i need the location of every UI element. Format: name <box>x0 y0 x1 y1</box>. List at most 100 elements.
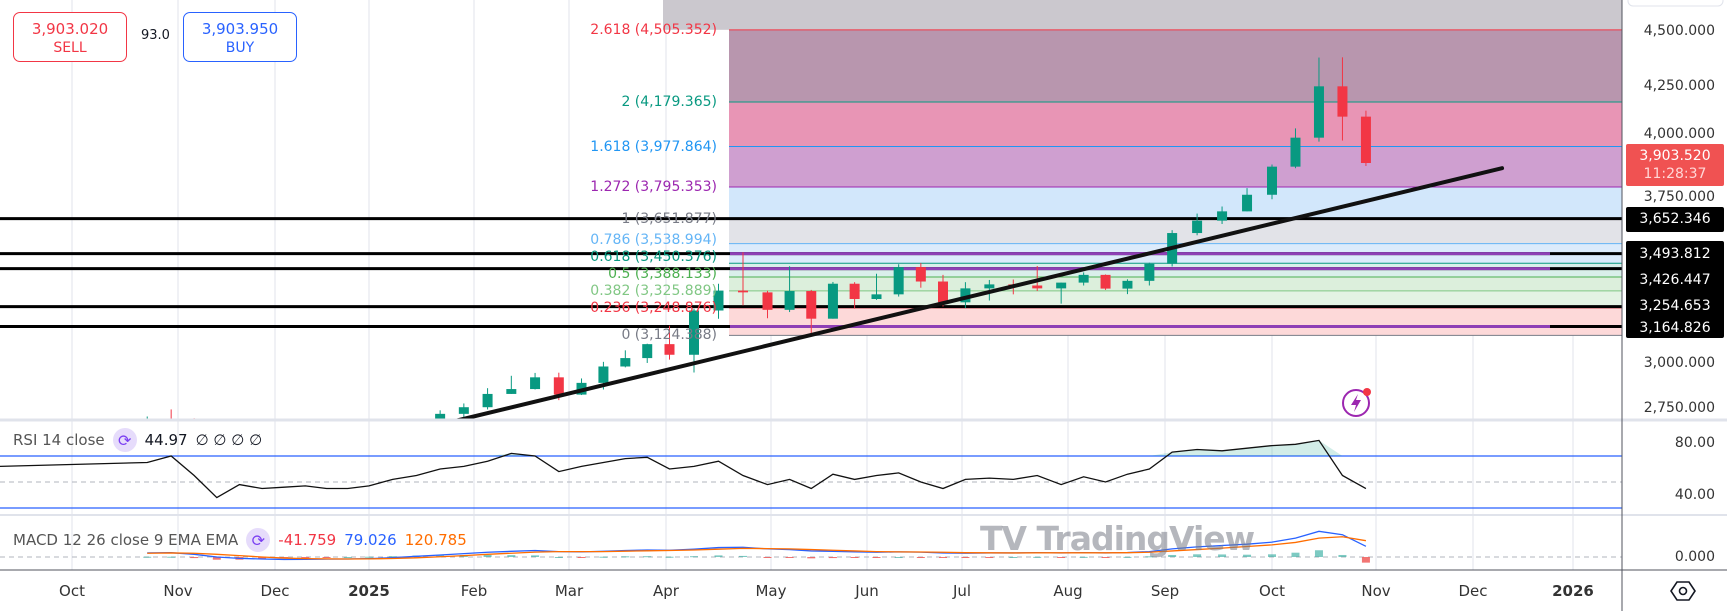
candle-body <box>1032 285 1043 289</box>
macd-histogram-bar <box>388 556 397 558</box>
macd-histogram-bar <box>985 557 994 558</box>
macd-histogram-bar <box>894 557 903 558</box>
candle-body <box>1242 194 1253 212</box>
fib-band <box>729 263 1622 278</box>
rsi-line <box>0 439 1367 499</box>
macd-histogram-bar <box>1361 557 1370 563</box>
line-price-badge: 3,493.812 <box>1639 246 1711 262</box>
time-tick-label: Oct <box>59 582 85 600</box>
macd-histogram-bar <box>365 556 373 558</box>
price-axis-label: 3,000.000 <box>1643 355 1715 371</box>
fib-level-label: 0.382 (3,325.889) <box>590 282 717 299</box>
candle-body <box>1337 86 1348 117</box>
candle <box>849 282 860 309</box>
macd-histogram-bar <box>301 557 310 558</box>
macd-histogram-bar <box>643 556 652 558</box>
fib-band <box>729 146 1622 187</box>
candle-body <box>1056 282 1067 289</box>
buy-price: 3,903.950 <box>201 20 279 38</box>
candle <box>915 262 926 288</box>
candle-body <box>530 377 541 390</box>
sell-button[interactable]: 3,903.020 SELL <box>13 12 127 62</box>
candle-body <box>938 281 948 303</box>
macd-histogram-bar <box>1243 554 1252 557</box>
macd-histogram-bar <box>763 557 772 558</box>
candle-body <box>458 407 469 414</box>
candle <box>1192 213 1203 236</box>
macd-signal-value: 120.785 <box>404 531 467 549</box>
candle <box>1056 282 1067 304</box>
macd-histogram-bar <box>1101 557 1110 558</box>
candle <box>1267 164 1277 200</box>
candle-body <box>689 310 699 355</box>
macd-histogram-bar <box>1033 556 1042 558</box>
candle <box>806 289 817 337</box>
candle <box>713 283 724 319</box>
macd-histogram-bar <box>665 556 674 558</box>
rsi-legend[interactable]: RSI 14 close ⟳ 44.97 ∅ ∅ ∅ ∅ <box>13 428 262 452</box>
gear-hexagon-icon[interactable] <box>1670 580 1696 602</box>
sell-price: 3,903.020 <box>31 20 109 38</box>
candle <box>482 388 493 410</box>
macd-histogram-bar <box>258 557 267 560</box>
fib-level-label: 0.5 (3,388.133) <box>608 265 717 282</box>
sell-label: SELL <box>53 40 87 56</box>
macd-histogram-bar <box>212 557 221 560</box>
candle <box>1242 188 1253 212</box>
fib-extension-tool[interactable] <box>663 0 1622 336</box>
fib-level-label: 1.618 (3,977.864) <box>590 138 717 155</box>
candle <box>1290 128 1301 169</box>
macd-histogram-bar <box>1193 554 1202 557</box>
candle-body <box>300 441 310 444</box>
candle <box>871 273 882 300</box>
lightning-alert-icon[interactable] <box>1341 386 1373 418</box>
rsi-overbought-fill <box>487 440 1343 456</box>
fib-band <box>729 101 1622 147</box>
macd-histogram-bar <box>322 557 331 558</box>
macd-histogram-bar <box>1145 556 1154 558</box>
fib-level-label: 1 (3,651.877) <box>621 210 717 227</box>
rsi-extras: ∅ ∅ ∅ ∅ <box>195 431 263 449</box>
macd-legend[interactable]: MACD 12 26 close 9 EMA EMA ⟳ -41.759 79.… <box>13 528 467 552</box>
watermark-text: TradingView <box>1036 519 1256 558</box>
candle <box>506 375 517 394</box>
candle-body <box>1100 274 1111 289</box>
time-tick-label: 2025 <box>348 582 390 600</box>
macd-histogram-bar <box>531 555 540 557</box>
macd-histogram-bar <box>1268 554 1276 557</box>
refresh-cycle-icon[interactable]: ⟳ <box>246 528 271 552</box>
last-price-badge: 3,903.520 11:28:37 <box>1626 144 1724 186</box>
macd-histogram-bar <box>1079 556 1088 558</box>
macd-pane <box>0 530 1622 563</box>
candle-body <box>806 291 817 319</box>
candle-body <box>984 284 995 289</box>
buy-button[interactable]: 3,903.950 BUY <box>183 12 297 62</box>
candle <box>322 440 332 455</box>
fib-band <box>663 0 1622 30</box>
line-price-badge-group: 3,493.812 3,426.447 3,254.653 3,164.826 <box>1626 241 1724 338</box>
time-tick-label: Feb <box>460 582 488 600</box>
candle <box>784 266 795 313</box>
price-axis-label: 4,250.000 <box>1643 78 1715 94</box>
fib-level-label: 1.272 (3,795.353) <box>590 178 717 195</box>
refresh-cycle-icon[interactable]: ⟳ <box>112 428 137 452</box>
trendline[interactable] <box>455 166 1505 420</box>
candle <box>279 439 289 449</box>
macd-histogram-bar <box>1314 550 1323 557</box>
macd-histogram-bar <box>621 556 630 558</box>
fib-band <box>729 186 1622 219</box>
candle-body <box>322 441 332 447</box>
candle-body <box>1313 86 1324 138</box>
candle <box>827 281 838 319</box>
candle-body <box>915 267 926 282</box>
candlestick-series <box>142 57 1371 455</box>
candle-body <box>827 283 838 319</box>
time-tick-label: Mar <box>554 582 584 600</box>
fib-level-label: 0.618 (3,450.376) <box>590 248 717 265</box>
macd-histogram-bar <box>739 555 747 557</box>
time-tick-label: Dec <box>1458 582 1488 600</box>
price-axis-label: 2,750.000 <box>1643 400 1715 416</box>
candle-body <box>1217 211 1228 221</box>
